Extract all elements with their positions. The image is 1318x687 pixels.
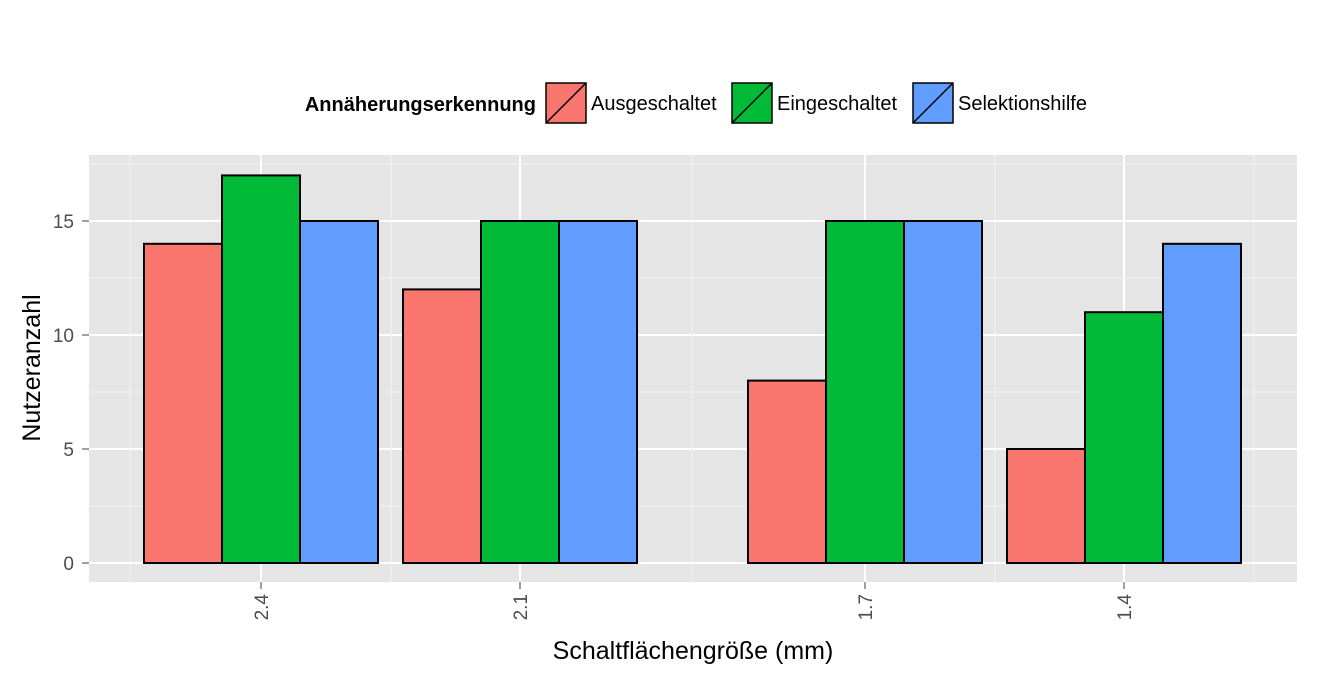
x-tick-label: 2.1 [511,594,532,620]
y-tick-label: 0 [63,554,74,575]
x-tick-label: 1.7 [856,594,877,620]
x-axis-title: Schaltflächengröße (mm) [553,637,834,665]
legend-label-ausgeschaltet: Ausgeschaltet [591,93,717,115]
y-tick-label: 15 [53,212,74,233]
legend-key-diagonal [731,82,773,124]
bar-selektionshilfe-1-7 [903,220,983,564]
bar-ausgeschaltet-1-4 [1006,448,1086,564]
legend-key-diagonal [912,82,954,124]
bar-eingeschaltet-2-1 [480,220,560,564]
bars [143,174,1242,565]
bar-ausgeschaltet-1-7 [747,379,827,564]
x-tick-label: 1.4 [1115,594,1136,621]
x-tick-label: 2.4 [252,594,273,621]
bar-selektionshilfe-1-4 [1162,242,1242,565]
bar-eingeschaltet-1-4 [1084,311,1164,565]
legend: Annäherungserkennung Ausgeschaltet Einge… [305,82,1087,124]
y-axis: 0 5 10 15 [53,212,89,575]
y-tick-label: 5 [63,440,74,461]
legend-key-diagonal [545,82,587,124]
bar-ausgeschaltet-2-1 [402,288,482,564]
y-tick-label: 10 [53,326,74,347]
x-axis: 2.4 2.1 1.7 1.4 [252,582,1136,620]
bar-selektionshilfe-2-4 [299,220,379,564]
bar-eingeschaltet-2-4 [221,174,301,564]
legend-title: Annäherungserkennung [305,94,536,116]
legend-label-eingeschaltet: Eingeschaltet [777,93,898,115]
bar-selektionshilfe-2-1 [558,220,638,564]
bar-ausgeschaltet-2-4 [143,242,223,565]
y-axis-title: Nutzeranzahl [18,294,46,441]
legend-label-selektionshilfe: Selektionshilfe [958,93,1087,115]
bar-eingeschaltet-1-7 [825,220,905,564]
